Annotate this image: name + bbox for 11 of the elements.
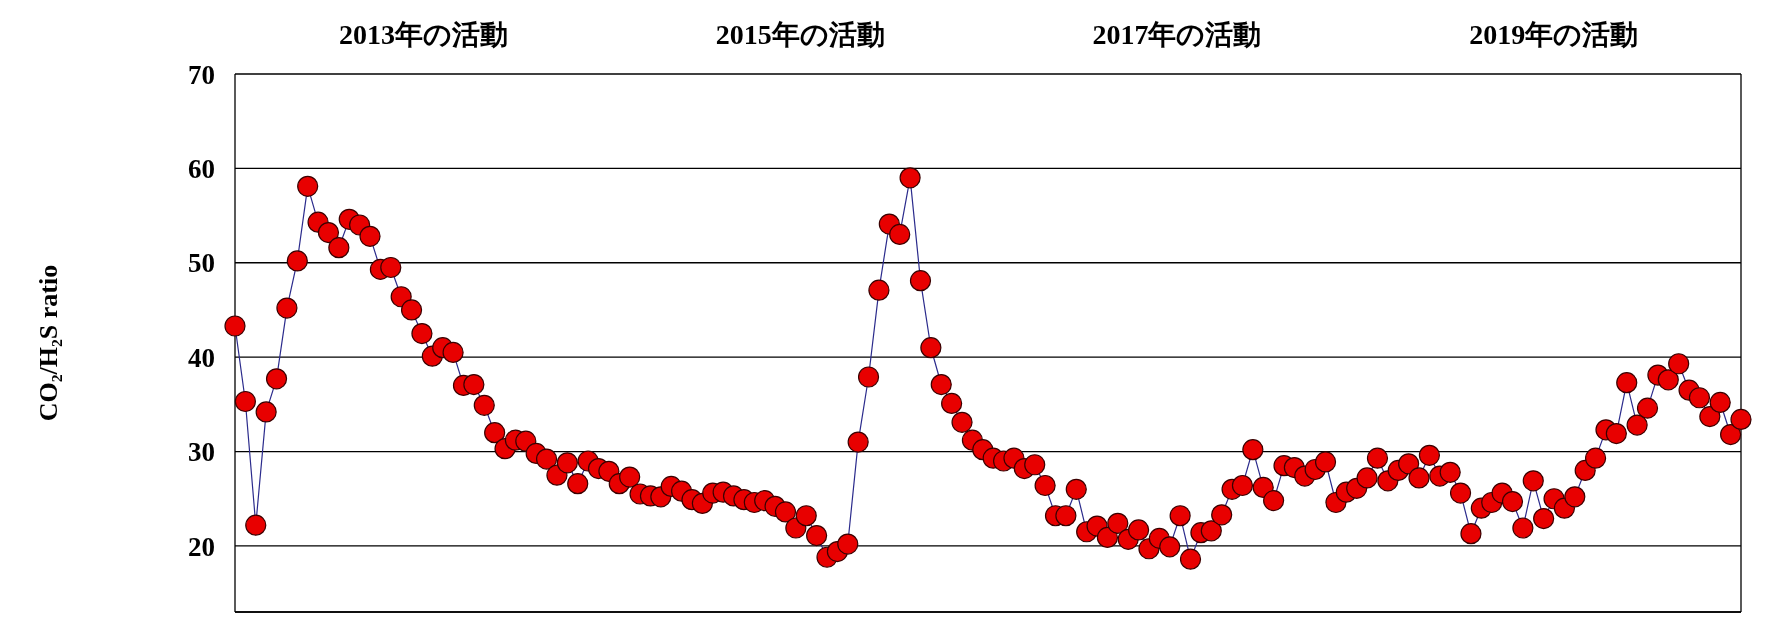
y-tick-label: 60 xyxy=(188,153,215,184)
y-tick-label: 50 xyxy=(188,248,215,279)
text: 2019年の活動 xyxy=(1468,18,1640,52)
y-tick-label: 40 xyxy=(188,342,215,373)
y-axis-title: CO₂/H₂S ratio xyxy=(34,264,64,422)
text: 2015年の活動 xyxy=(714,18,886,52)
text: 2013年の活動 xyxy=(337,18,509,52)
y-tick-label: 30 xyxy=(188,437,215,468)
y-tick-label: 70 xyxy=(188,59,215,90)
text: 2017年の活動 xyxy=(1091,18,1263,52)
y-tick-label: 20 xyxy=(188,531,215,562)
